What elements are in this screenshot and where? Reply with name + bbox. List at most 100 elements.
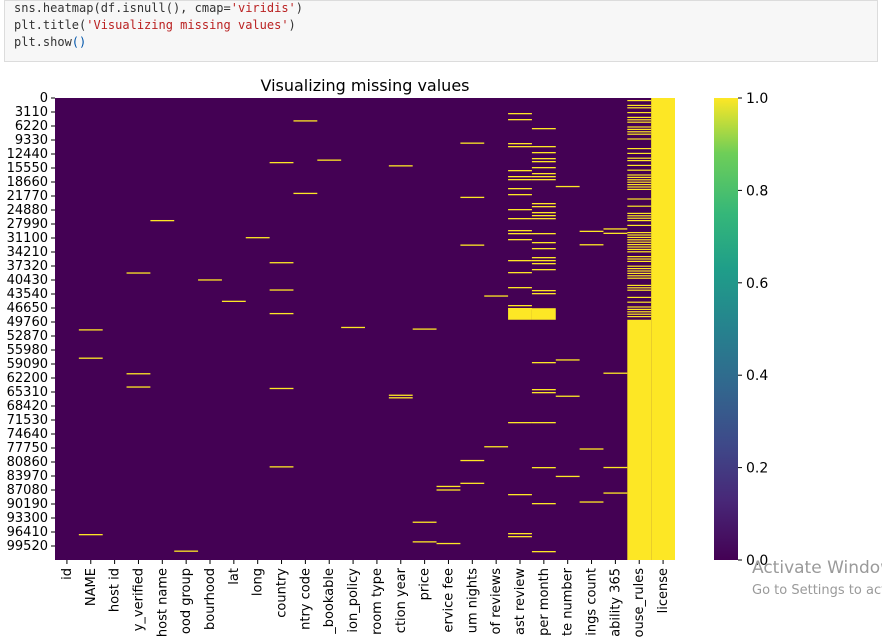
cell-missing <box>126 373 151 375</box>
cell-missing <box>531 233 556 235</box>
y-tick-label: 46650 <box>7 301 48 316</box>
cell-missing <box>78 357 103 359</box>
cell-missing <box>627 234 652 236</box>
cell-missing <box>412 541 437 543</box>
cell-missing <box>627 217 652 219</box>
cell-missing <box>627 313 652 315</box>
x-tick-label: price <box>418 568 433 600</box>
cell-missing <box>460 244 485 246</box>
colorbar-tick-label: 0.6 <box>746 276 768 292</box>
y-tick-label: 71530 <box>7 413 48 428</box>
cell-missing <box>579 244 604 246</box>
code-cell[interactable]: sns.heatmap(df.isnull(), cmap='viridis')… <box>4 0 878 62</box>
cell-missing <box>627 248 652 250</box>
x-tick-label: id <box>60 568 75 580</box>
cell-missing <box>531 128 556 130</box>
x-tick-label: ervice fee <box>441 568 456 633</box>
cell-missing <box>627 181 652 183</box>
cell-missing <box>531 242 556 244</box>
cell-missing <box>508 305 532 307</box>
cell-missing <box>460 459 485 462</box>
cell-missing <box>484 295 509 297</box>
y-tick-label: 55980 <box>7 343 48 358</box>
cell-missing <box>603 228 628 230</box>
cell-missing <box>627 169 652 171</box>
cell-missing <box>627 160 652 162</box>
cell-missing <box>317 159 342 161</box>
cell-missing <box>627 289 652 291</box>
cell-missing <box>627 131 652 133</box>
cell-missing <box>412 328 437 330</box>
cell-missing <box>531 503 556 505</box>
cell-missing <box>531 362 556 364</box>
cell-missing <box>627 256 652 258</box>
activate-windows-watermark: Activate Windows <box>752 558 882 578</box>
cell-missing <box>627 277 652 279</box>
cell-missing <box>603 466 628 469</box>
cell-missing <box>508 146 532 148</box>
cell-missing <box>627 174 652 176</box>
cell-missing <box>388 165 413 167</box>
cell-missing <box>627 311 652 313</box>
cell-missing <box>627 287 652 289</box>
colorbar-tick-label: 1.0 <box>746 91 768 107</box>
cell-missing <box>531 257 556 259</box>
x-tick-label: of reviews <box>489 568 504 635</box>
cell-missing <box>627 265 652 267</box>
cell-missing <box>508 308 532 310</box>
cell-missing <box>531 218 556 220</box>
cell-missing <box>460 482 485 484</box>
cell-missing <box>627 121 652 123</box>
cell-missing <box>508 194 532 196</box>
cell-missing <box>460 196 485 199</box>
x-tick-label: country <box>275 568 290 618</box>
cell-missing <box>531 173 556 175</box>
y-tick-label: 0 <box>40 91 48 106</box>
y-tick-label: 40430 <box>7 273 48 288</box>
cell-missing <box>627 258 652 260</box>
y-tick-label: 74640 <box>7 427 48 442</box>
cell-missing <box>627 112 652 114</box>
cell-missing <box>531 212 556 214</box>
cell-missing <box>78 534 103 536</box>
cell-missing <box>126 272 151 274</box>
cell-missing <box>627 133 652 135</box>
cell-missing <box>436 489 461 491</box>
y-tick-label: 21770 <box>7 189 48 204</box>
cell-missing <box>627 232 652 234</box>
cell-missing <box>627 251 652 253</box>
x-tick-label: ntry code <box>298 568 313 630</box>
cell-missing <box>555 185 580 188</box>
cell-missing <box>627 220 652 222</box>
cell-missing <box>293 192 318 195</box>
cell-missing <box>627 148 652 150</box>
y-tick-label: 12440 <box>7 147 48 162</box>
cell-missing <box>508 260 532 262</box>
cell-missing <box>627 138 652 140</box>
cell-missing <box>627 306 652 308</box>
cell-missing <box>579 501 604 503</box>
cell-missing <box>221 300 246 303</box>
cell-missing <box>531 467 556 469</box>
cell-missing <box>341 326 365 329</box>
cell-missing <box>627 270 652 272</box>
cell-missing <box>579 230 604 233</box>
cell-missing <box>627 308 652 310</box>
heatmap-figure: Visualizing missing values03110622093301… <box>7 76 769 637</box>
x-tick-label: ion_policy <box>346 568 361 633</box>
y-tick-label: 3110 <box>15 105 48 120</box>
y-tick-label: 49760 <box>7 315 48 330</box>
cell-missing <box>627 272 652 274</box>
x-tick-label: room type <box>370 568 385 635</box>
cell-missing <box>627 184 652 186</box>
cell-missing <box>388 394 413 396</box>
x-tick-label: bourhood <box>203 568 218 630</box>
x-tick-label: host name <box>155 568 170 637</box>
x-tick-label: ability 365 <box>608 568 623 637</box>
cell-missing <box>627 284 652 286</box>
cell-missing <box>269 387 294 390</box>
cell-missing <box>531 161 556 163</box>
cell-missing <box>508 230 532 232</box>
cell-missing <box>508 143 532 145</box>
x-tick-label: ings count <box>585 568 600 636</box>
